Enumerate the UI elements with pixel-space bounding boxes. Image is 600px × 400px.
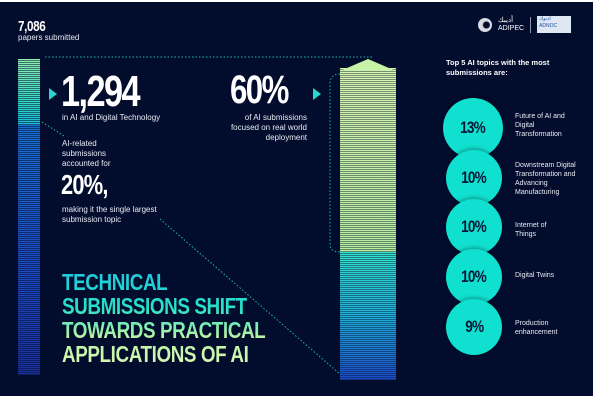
topic-label: Downstream Digital Transformation and Ad…: [515, 162, 576, 196]
adipec-logo-icon: [478, 17, 492, 32]
deployment-stack-segment: [340, 68, 396, 252]
headline-line: TOWARDS PRACTICAL: [62, 317, 266, 343]
adipec-logo: أديبك ADIPEC: [498, 17, 524, 33]
topic-circle: 10%: [446, 150, 502, 206]
deployment-label: of AI submissions focused on real world …: [230, 113, 307, 142]
ai-share-value: 20%,: [61, 169, 108, 200]
headline: TECHNICAL SUBMISSIONS SHIFT TOWARDS PRAC…: [62, 270, 265, 366]
adnoc-logo: أدنوك ADNOC: [537, 16, 572, 33]
ai-digital-label: in AI and Digital Technology: [62, 113, 161, 122]
topic-label: Production enhancement: [515, 320, 558, 336]
total-label: papers submitted: [18, 33, 80, 42]
headline-line: TECHNICAL: [62, 269, 168, 295]
topic-circle: 10%: [446, 249, 502, 305]
headline-line: APPLICATIONS OF AI: [62, 341, 249, 367]
topic-circle: 9%: [446, 299, 502, 355]
topic-circle: 13%: [443, 98, 503, 158]
topic-label: Future of AI and Digital Transformation: [515, 113, 565, 138]
ai-share-outro: making it the single largest submission …: [62, 205, 157, 224]
stack-other-segment: [18, 125, 40, 375]
logos: أديبك ADIPEC أدنوك ADNOC: [478, 16, 572, 33]
topic-percent: 10%: [461, 168, 488, 187]
remaining-stack-segment: [340, 252, 396, 380]
stack-ai-segment: [18, 59, 40, 125]
topic-percent: 9%: [464, 317, 484, 336]
pointer-arrow-icon: [49, 88, 57, 100]
ai-digital-value: 1,294: [61, 67, 141, 116]
topic-label: Internet of Things: [515, 222, 547, 238]
deployment-value: 60%: [230, 68, 289, 112]
total-value: 7,086: [18, 18, 46, 35]
topic-circle: 10%: [446, 199, 502, 255]
topics-title: Top 5 AI topics with the most submission…: [446, 58, 550, 77]
topic-percent: 13%: [460, 118, 487, 137]
connector-right: [329, 73, 341, 253]
total-papers: 7,086 papers submitted: [18, 18, 79, 43]
adnoc-arabic: أدنوك: [539, 16, 551, 22]
ai-share-intro: AI-related submissions accounted for: [62, 139, 111, 168]
pointer-arrow-icon: [313, 88, 321, 100]
topic-percent: 10%: [461, 267, 488, 286]
adnoc-text: ADNOC: [539, 23, 558, 29]
connector-left-short: [41, 121, 65, 137]
topic-percent: 10%: [461, 217, 488, 236]
connector-lines: [41, 56, 372, 375]
adipec-text: ADIPEC: [498, 24, 525, 32]
infographic: 7,086 papers submitted 1,294 in AI and D…: [0, 2, 593, 396]
adipec-arabic: أديبك: [498, 16, 514, 24]
headline-line: SUBMISSIONS SHIFT: [62, 293, 247, 319]
topic-label: Digital Twins: [515, 272, 555, 279]
connector-diagonal: [159, 218, 341, 375]
logo-divider: [530, 16, 532, 33]
